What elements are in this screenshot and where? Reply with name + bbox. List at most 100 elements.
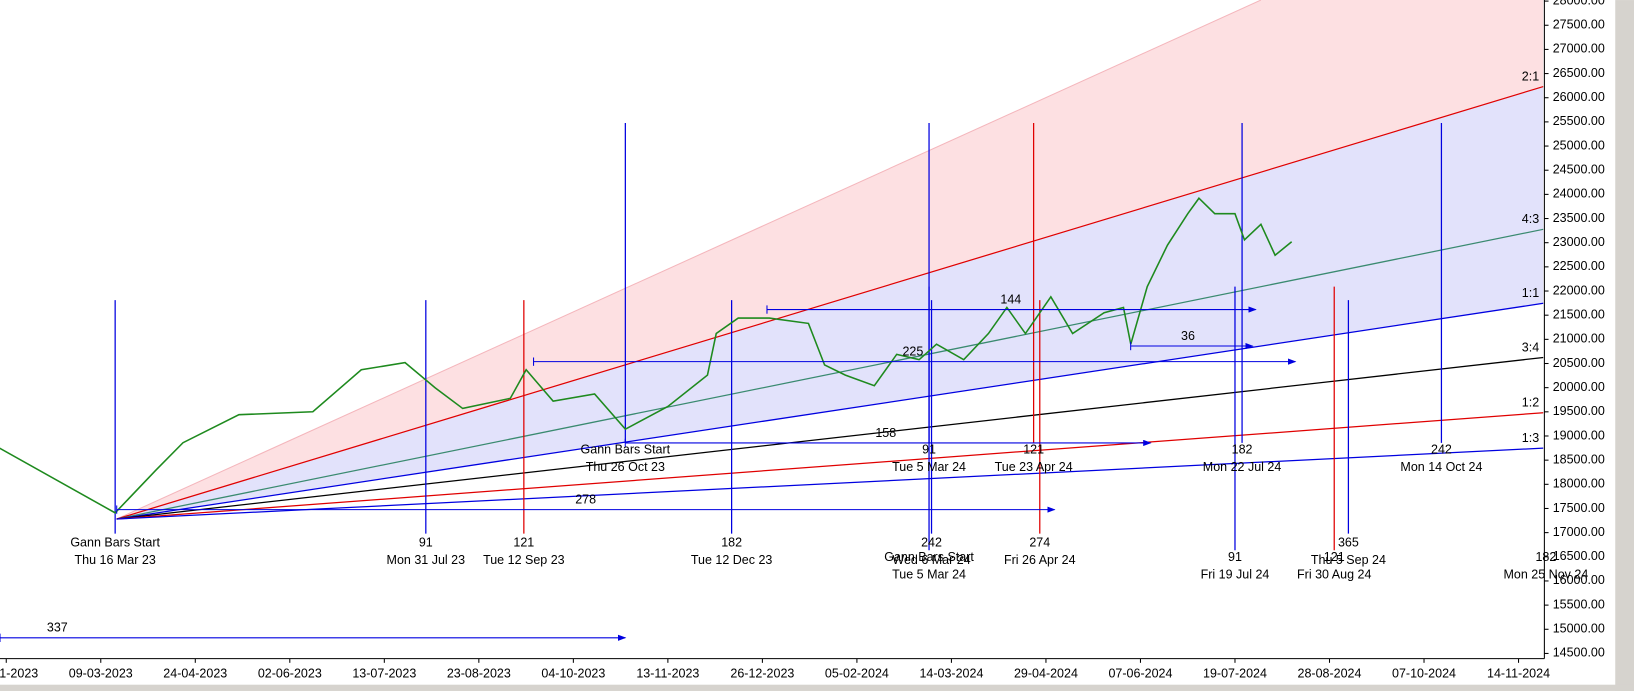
- y-tick-label: 16000.00: [1553, 573, 1605, 587]
- y-tick-label: 25500.00: [1553, 114, 1605, 128]
- fan-zone-upper: [116, 0, 1544, 520]
- cycle-label: 91: [419, 535, 433, 549]
- x-tick-label: 13-07-2023: [352, 667, 416, 681]
- cycle-label: Fri 26 Apr 24: [1004, 553, 1076, 567]
- x-tick-label: 29-04-2024: [1014, 667, 1078, 681]
- cycle-label: Mon 31 Jul 23: [387, 553, 466, 567]
- x-tick-label: 04-10-2023: [541, 667, 605, 681]
- cycle-label: 365: [1338, 535, 1359, 549]
- bar-count-label: 278: [575, 493, 596, 507]
- x-tick-label: 27-01-2023: [0, 667, 38, 681]
- bar-count-label: 225: [902, 345, 923, 359]
- y-tick-label: 19500.00: [1553, 404, 1605, 418]
- y-tick-label: 26000.00: [1553, 90, 1605, 104]
- cycle-label: Gann Bars Start: [70, 535, 160, 549]
- y-tick-label: 26500.00: [1553, 66, 1605, 80]
- cycle-label: Tue 12 Sep 23: [483, 553, 565, 567]
- y-tick-label: 15000.00: [1553, 622, 1605, 636]
- y-tick-label: 14500.00: [1553, 646, 1605, 660]
- fan-label: 2:1: [1522, 69, 1539, 83]
- cycle-label: 121: [513, 535, 534, 549]
- y-tick-label: 23000.00: [1553, 235, 1605, 249]
- cycle-label: 91: [1228, 550, 1242, 564]
- plot-area: [0, 0, 1544, 642]
- cycle-label: Gann Bars Start: [581, 443, 671, 457]
- y-tick-label: 15500.00: [1553, 597, 1605, 611]
- cycle-label: Fri 30 Aug 24: [1297, 568, 1371, 582]
- cycle-label: Gann Bars Start: [884, 550, 974, 564]
- cycle-label: Thu 16 Mar 23: [75, 553, 156, 567]
- fan-label: 3:4: [1522, 340, 1539, 354]
- y-tick-label: 18000.00: [1553, 477, 1605, 491]
- bottom-strip: [0, 684, 1634, 691]
- y-tick-label: 20000.00: [1553, 380, 1605, 394]
- y-tick-label: 20500.00: [1553, 356, 1605, 370]
- cycle-label: Wed 6 Mar 24: [892, 553, 970, 567]
- x-tick-label: 07-10-2024: [1392, 667, 1456, 681]
- cycle-label: Tue 5 Mar 24: [892, 568, 966, 582]
- cycle-label: 91: [922, 443, 936, 457]
- x-tick-label: 14-11-2024: [1487, 667, 1550, 681]
- fan-line: [116, 85, 1544, 520]
- price-line: [0, 197, 1293, 514]
- x-tick-label: 26-12-2023: [730, 667, 794, 681]
- bar-count-label: 144: [1000, 292, 1021, 306]
- fan-line: [116, 447, 1544, 520]
- y-tick-label: 23500.00: [1553, 211, 1605, 225]
- x-tick-label: 09-03-2023: [69, 667, 133, 681]
- x-tick-label: 07-06-2024: [1108, 667, 1172, 681]
- cycle-label: 182: [1232, 443, 1253, 457]
- y-tick-label: 27000.00: [1553, 42, 1605, 56]
- cycle-label: 121: [1023, 443, 1044, 457]
- y-tick-label: 21500.00: [1553, 307, 1605, 321]
- fan-label: 1:2: [1522, 396, 1539, 410]
- scrollbar[interactable]: [1615, 0, 1634, 691]
- fan-label: 1:3: [1522, 431, 1539, 445]
- cycle-label: 182: [1535, 550, 1556, 564]
- cycle-label: Tue 5 Mar 24: [892, 460, 966, 474]
- y-tick-label: 17000.00: [1553, 525, 1605, 539]
- x-tick-label: 14-03-2024: [919, 667, 983, 681]
- y-tick-label: 19000.00: [1553, 428, 1605, 442]
- y-tick-label: 18500.00: [1553, 452, 1605, 466]
- y-tick-label: 22500.00: [1553, 259, 1605, 273]
- fan-line: [116, 302, 1544, 520]
- y-tick-label: 21000.00: [1553, 332, 1605, 346]
- axes: 14500.00 15000.00 15500.00 16000.00 16500.00…: [0, 0, 1605, 681]
- cycle-label: Mon 14 Oct 24: [1400, 460, 1482, 474]
- cycle-label: Tue 12 Dec 23: [691, 553, 773, 567]
- x-tick-label: 19-07-2024: [1203, 667, 1267, 681]
- y-tick-label: 24500.00: [1553, 163, 1605, 177]
- cycle-label: Mon 22 Jul 24: [1203, 460, 1282, 474]
- x-tick-label: 02-06-2023: [258, 667, 322, 681]
- y-tick-label: 16500.00: [1553, 549, 1605, 563]
- cycle-label: 182: [721, 535, 742, 549]
- x-tick-label: 05-02-2024: [825, 667, 889, 681]
- bar-count-label: 337: [47, 621, 68, 635]
- y-tick-label: 24000.00: [1553, 187, 1605, 201]
- x-tick-label: 24-04-2023: [163, 667, 227, 681]
- fan-line: [116, 0, 1262, 520]
- fan-line: [116, 356, 1544, 520]
- fan-label: 1:1: [1522, 286, 1539, 300]
- cycle-label: Mon 25 Nov 24: [1504, 568, 1589, 582]
- y-tick-label: 28000.00: [1553, 0, 1605, 7]
- x-tick-label: 23-08-2023: [447, 667, 511, 681]
- cycle-label: 242: [1431, 443, 1452, 457]
- bar-count-label: 36: [1181, 329, 1195, 343]
- fan-line: [116, 412, 1544, 520]
- y-tick-label: 25000.00: [1553, 138, 1605, 152]
- y-tick-label: 27500.00: [1553, 18, 1605, 32]
- fan-label: 4:3: [1522, 212, 1539, 226]
- cycle-label: Thu 5 Sep 24: [1311, 553, 1386, 567]
- cycle-label: 242: [921, 535, 942, 549]
- fan-line: [116, 228, 1544, 520]
- cycle-label: 121: [1324, 550, 1345, 564]
- cycle-label: Tue 23 Apr 24: [995, 460, 1073, 474]
- y-tick-label: 22000.00: [1553, 283, 1605, 297]
- cycle-label: Thu 26 Oct 23: [586, 460, 665, 474]
- cycle-label: 274: [1029, 535, 1050, 549]
- x-tick-label: 13-11-2023: [636, 667, 699, 681]
